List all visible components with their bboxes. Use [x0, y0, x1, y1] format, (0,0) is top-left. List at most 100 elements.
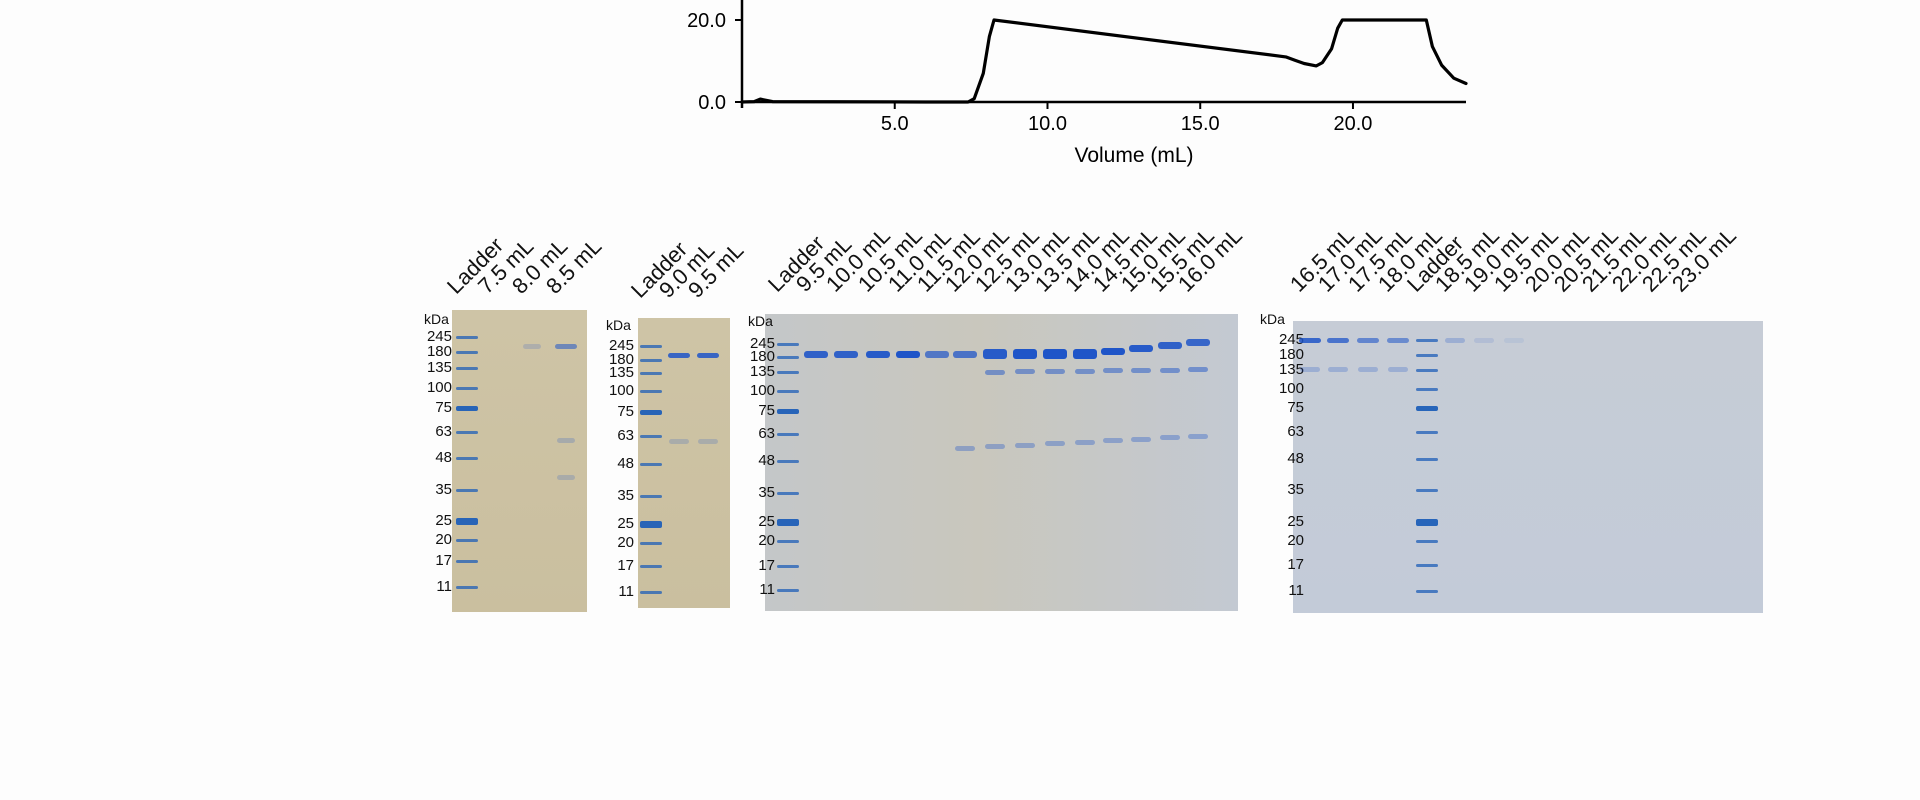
protein-band — [1043, 349, 1067, 359]
mw-marker-label: 17 — [435, 552, 452, 569]
chart-plot-area — [740, 18, 1468, 104]
ladder-band — [1416, 405, 1438, 411]
ladder-band — [640, 541, 662, 545]
mw-marker-label: 35 — [1287, 481, 1304, 498]
gel-image — [452, 310, 587, 612]
protein-band — [1188, 433, 1208, 439]
chart-axes: 5.0 10.0 15.0 20.0 0.0 20.0 Volume (mL) — [687, 0, 1466, 167]
protein-band — [1388, 366, 1408, 372]
mw-marker-label: 17 — [617, 557, 634, 574]
ladder-band — [777, 389, 799, 393]
ladder-band — [456, 430, 478, 434]
protein-band — [1387, 337, 1409, 343]
mw-marker-label: 100 — [426, 379, 452, 396]
mw-marker-label: 25 — [1287, 513, 1304, 530]
mw-marker-label: 63 — [435, 423, 452, 440]
protein-band — [1300, 366, 1320, 372]
protein-band — [1474, 337, 1494, 343]
mw-marker-label: 63 — [758, 425, 775, 442]
ladder-band — [777, 518, 799, 526]
ladder-band — [456, 405, 478, 411]
x-tick-label: 5.0 — [881, 113, 909, 135]
protein-band — [1013, 349, 1037, 359]
mw-marker-label: 17 — [1287, 556, 1304, 573]
mw-marker-label: 48 — [1287, 450, 1304, 467]
protein-band — [1188, 367, 1208, 373]
mw-marker-label: 20 — [435, 531, 452, 548]
protein-band — [557, 437, 575, 443]
chromatogram-trace — [740, 18, 1468, 104]
mw-marker-label: 20 — [617, 534, 634, 551]
mw-marker-label: 48 — [435, 449, 452, 466]
ladder-band — [640, 358, 662, 362]
protein-band — [1075, 439, 1095, 445]
ladder-band — [1416, 518, 1438, 526]
ladder-band — [777, 432, 799, 436]
protein-band — [985, 444, 1005, 449]
protein-band — [1186, 338, 1210, 346]
ladder-band — [1416, 488, 1438, 492]
mw-marker-label: 75 — [617, 403, 634, 420]
protein-band — [698, 438, 718, 444]
protein-band — [555, 343, 577, 349]
kda-unit-label: kDa — [1260, 311, 1285, 327]
mw-marker-label: 25 — [435, 512, 452, 529]
x-tick-label: 20.0 — [1334, 113, 1373, 135]
mw-marker-label: 180 — [749, 348, 775, 365]
mw-marker-label: 135 — [608, 364, 634, 381]
mw-marker-label: 11 — [759, 581, 775, 598]
x-axis-label: Volume (mL) — [1074, 144, 1193, 167]
ladder-band — [640, 590, 662, 594]
mw-marker-label: 135 — [426, 359, 452, 376]
protein-band — [1103, 368, 1123, 374]
protein-band — [955, 445, 975, 451]
mw-marker-label: 245 — [1278, 331, 1304, 348]
protein-band — [1101, 347, 1125, 355]
protein-band — [1129, 344, 1153, 352]
ladder-band — [640, 564, 662, 568]
ladder-band — [777, 539, 799, 543]
mw-marker-label: 100 — [749, 382, 775, 399]
ladder-band — [1416, 589, 1438, 593]
protein-band — [1299, 337, 1321, 343]
mw-marker-label: 25 — [617, 515, 634, 532]
ladder-band — [1416, 457, 1438, 461]
y-tick-label: 20.0 — [687, 10, 726, 32]
mw-marker-label: 100 — [608, 382, 634, 399]
gel-image — [765, 314, 1238, 611]
protein-band — [1073, 349, 1097, 359]
ladder-band — [1416, 387, 1438, 391]
ladder-band — [1416, 539, 1438, 543]
mw-marker-label: 245 — [608, 337, 634, 354]
ladder-band — [777, 564, 799, 568]
mw-marker-label: 245 — [426, 328, 452, 345]
mw-marker-label: 180 — [608, 351, 634, 368]
protein-band — [1103, 438, 1123, 443]
protein-band — [896, 350, 920, 358]
mw-marker-label: 20 — [758, 532, 775, 549]
mw-marker-label: 11 — [436, 578, 452, 595]
y-tick-label: 0.0 — [698, 92, 726, 114]
protein-band — [1358, 366, 1378, 372]
protein-band — [1045, 441, 1065, 446]
ladder-band — [640, 409, 662, 415]
protein-band — [557, 474, 575, 480]
protein-band — [1160, 435, 1180, 440]
protein-band — [1015, 442, 1035, 448]
protein-band — [983, 349, 1007, 359]
ladder-band — [1416, 353, 1438, 357]
ladder-band — [456, 585, 478, 589]
ladder-band — [640, 434, 662, 438]
ladder-band — [456, 350, 478, 354]
protein-band — [985, 369, 1005, 375]
ladder-band — [456, 517, 478, 525]
ladder-band — [777, 355, 799, 359]
protein-band — [1328, 366, 1348, 372]
x-tick-label: 15.0 — [1181, 113, 1220, 135]
ladder-band — [777, 342, 799, 346]
ladder-band — [456, 366, 478, 370]
mw-marker-label: 35 — [435, 481, 452, 498]
protein-band — [953, 350, 977, 358]
kda-unit-label: kDa — [424, 311, 449, 327]
ladder-band — [456, 488, 478, 492]
